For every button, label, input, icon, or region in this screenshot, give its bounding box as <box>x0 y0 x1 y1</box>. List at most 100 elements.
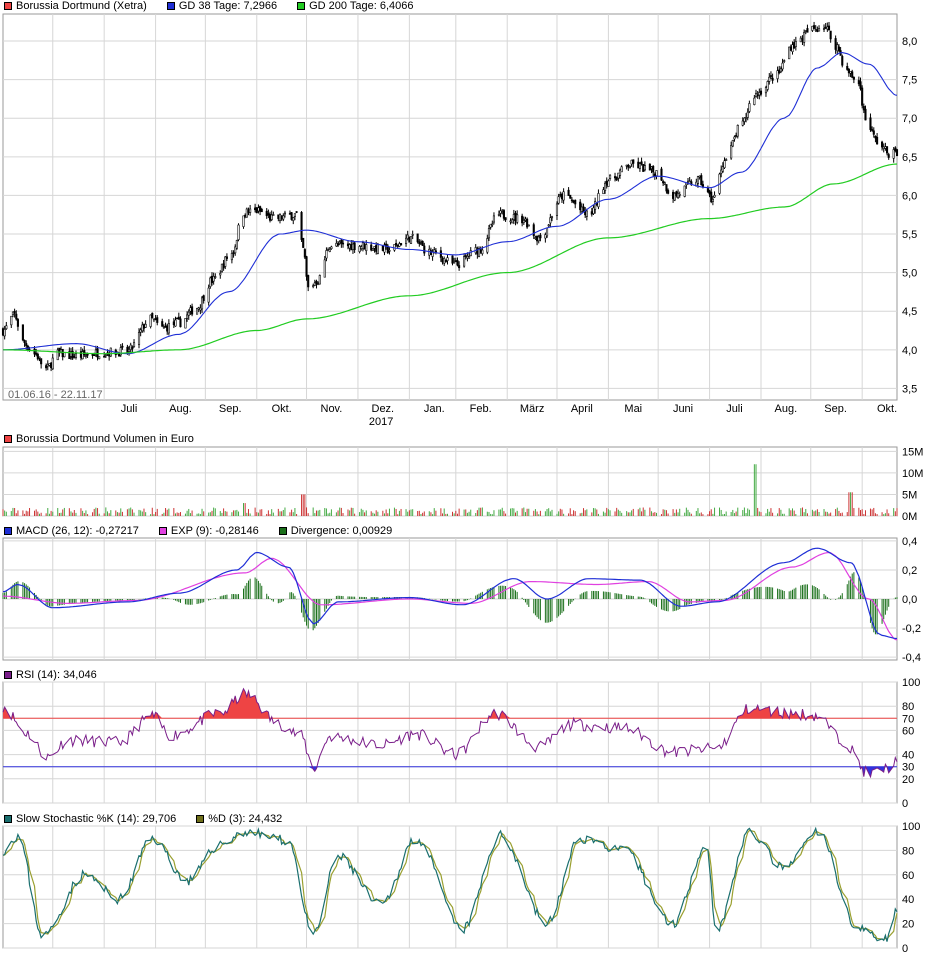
candle-body <box>295 211 298 213</box>
candle-body <box>864 108 867 121</box>
candle-body <box>632 159 635 164</box>
candle-body <box>872 130 875 135</box>
candle-body <box>756 94 759 97</box>
candle-body <box>806 28 809 33</box>
candle-body <box>341 242 345 245</box>
candle-body <box>502 210 505 219</box>
candles <box>1 21 899 372</box>
candle-body <box>887 154 890 158</box>
candle-body <box>710 191 713 203</box>
candle-body <box>469 250 472 257</box>
candle-body <box>184 318 187 329</box>
candle-body <box>408 236 411 243</box>
macd-y-tick-label: 0,2 <box>902 565 917 577</box>
date-range-label: 01.06.16 - 22.11.17 <box>8 389 103 401</box>
candle-body <box>96 348 99 358</box>
candle-body <box>731 139 734 147</box>
candle-body <box>21 324 24 341</box>
candle-body <box>585 210 588 217</box>
candle-body <box>312 285 315 287</box>
candle-body <box>847 69 850 74</box>
candle-body <box>317 283 320 286</box>
candle-body <box>884 146 887 149</box>
candle-body <box>282 215 285 220</box>
candle-body <box>56 349 59 361</box>
candle-body <box>293 213 296 217</box>
rsi-y-tick-label: 30 <box>902 762 914 774</box>
stoch-vgrid <box>52 826 863 948</box>
candle-body <box>141 324 144 332</box>
candle-body <box>446 257 449 261</box>
candle-body <box>73 356 76 358</box>
candle-body <box>479 249 482 253</box>
price-y-tick-label: 7,0 <box>902 113 917 125</box>
price-legend: Borussia Dortmund (Xetra) GD 38 Tage: 7,… <box>4 0 413 12</box>
candle-body <box>497 214 500 216</box>
x-month-label: Sep. <box>824 403 847 415</box>
rsi-y-tick-label: 20 <box>902 774 914 786</box>
candle-body <box>516 214 519 223</box>
candle-body <box>45 365 48 369</box>
candle-body <box>748 103 751 112</box>
candle-body <box>555 203 559 216</box>
candle-body <box>383 244 386 253</box>
candle-body <box>318 275 321 285</box>
candle-body <box>852 76 855 80</box>
candle-body <box>242 215 245 227</box>
rsi-y-tick-label: 40 <box>902 750 914 762</box>
candle-body <box>547 224 550 227</box>
price-y-tick-label: 3,5 <box>902 383 917 395</box>
candle-body <box>618 169 622 176</box>
candle-body <box>655 170 658 176</box>
candle-body <box>663 182 666 185</box>
candle-body <box>824 26 827 29</box>
macd-exp-line <box>3 551 898 641</box>
candle-body <box>36 353 39 360</box>
x-month-label: Okt. <box>877 403 897 415</box>
candle-body <box>156 317 159 323</box>
candle-body <box>816 29 819 32</box>
candle-body <box>713 194 716 198</box>
candle-body <box>443 258 446 264</box>
candle-body <box>481 249 484 255</box>
candle-body <box>15 313 18 320</box>
x-month-label: April <box>571 403 593 415</box>
candle-body <box>758 92 761 96</box>
candle-body <box>416 233 419 243</box>
candle-body <box>81 351 84 360</box>
macd-legend-label: MACD (26, 12): -0,27217 <box>16 525 139 537</box>
price-y-tick-label: 6,0 <box>902 190 917 202</box>
candle-body <box>38 356 41 359</box>
candle-body <box>700 175 703 185</box>
candle-body <box>788 46 791 60</box>
candle-body <box>811 25 814 31</box>
candle-body <box>822 28 826 30</box>
volume-legend-label: Borussia Dortmund Volumen in Euro <box>16 433 194 445</box>
candle-body <box>11 311 15 316</box>
candle-body <box>444 259 447 263</box>
candle-body <box>511 219 514 224</box>
candle-body <box>638 163 641 169</box>
candle-body <box>404 237 408 245</box>
candle-body <box>539 234 542 239</box>
candle-body <box>667 190 670 194</box>
candle-body <box>836 44 839 52</box>
candle-body <box>675 191 678 196</box>
stoch-k-swatch <box>4 815 12 823</box>
candle-body <box>61 348 64 358</box>
candle-body <box>234 246 237 254</box>
candle-body <box>305 256 308 277</box>
candle-body <box>429 250 432 255</box>
macd-exp-legend-label: EXP (9): -0,28146 <box>170 525 259 537</box>
candle-body <box>23 340 26 343</box>
stoch-y-tick-label: 100 <box>902 821 920 833</box>
candle-body <box>48 363 51 366</box>
candle-body <box>456 260 459 266</box>
candle-body <box>514 212 517 221</box>
price-y-tick-label: 5,0 <box>902 268 917 280</box>
candle-body <box>857 80 860 85</box>
x-month-label: Aug. <box>169 403 192 415</box>
candle-body <box>307 275 310 288</box>
x-month-label: Jan. <box>424 403 445 415</box>
candle-body <box>723 160 726 169</box>
